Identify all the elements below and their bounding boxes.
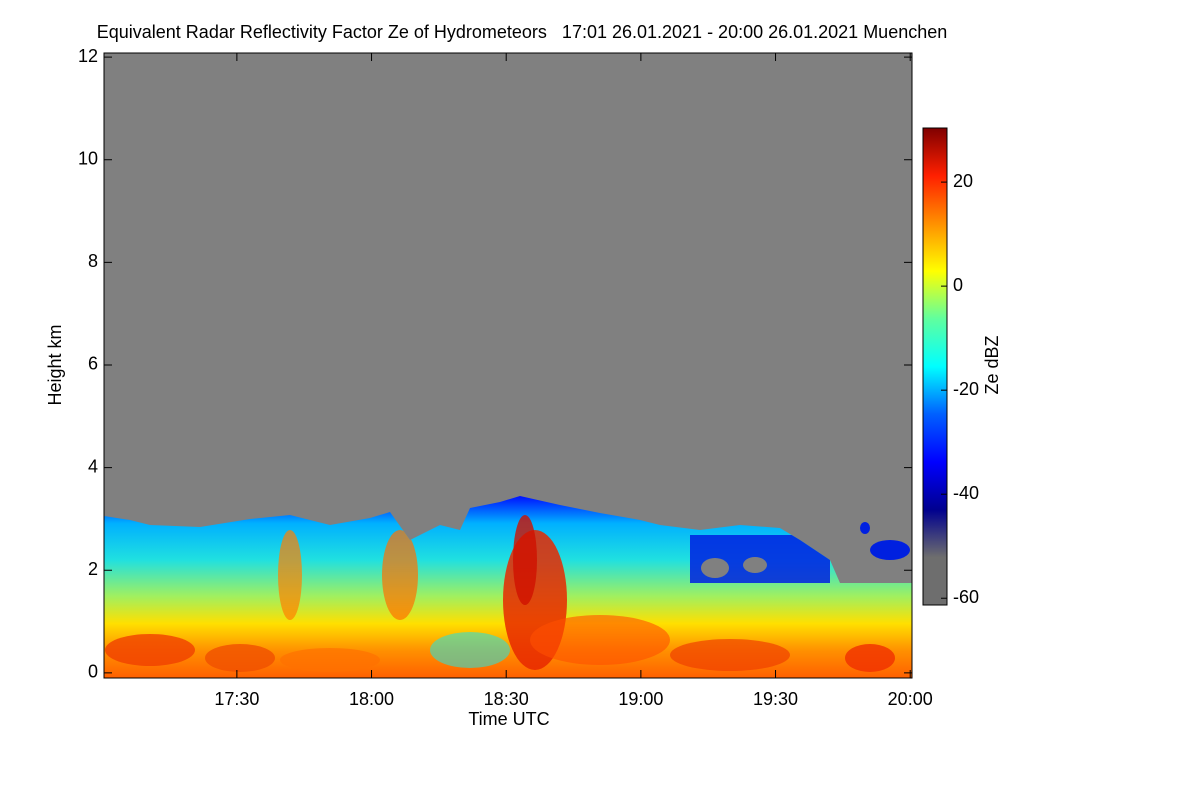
x-tick-label: 18:00 (349, 689, 394, 709)
x-axis-label: Time UTC (468, 709, 549, 729)
y-tick-label: 12 (78, 46, 98, 66)
x-tick-label: 19:30 (753, 689, 798, 709)
y-tick-label: 0 (88, 662, 98, 682)
x-tick-label: 19:00 (618, 689, 663, 709)
chart-title: Equivalent Radar Reflectivity Factor Ze … (97, 22, 948, 42)
x-tick-label: 20:00 (888, 689, 933, 709)
colorbar-tick-label: -40 (953, 483, 979, 503)
y-tick-label: 6 (88, 354, 98, 374)
colorbar-tick-label: -60 (953, 587, 979, 607)
y-tick-label: 2 (88, 559, 98, 579)
colorbar-tick-label: 0 (953, 275, 963, 295)
x-tick-label: 17:30 (214, 689, 259, 709)
y-tick-label: 4 (88, 456, 98, 476)
y-tick-label: 8 (88, 251, 98, 271)
colorbar (922, 127, 948, 606)
plot-frame (103, 52, 913, 679)
x-tick-label: 18:30 (484, 689, 529, 709)
colorbar-label: Ze dBZ (982, 335, 1002, 394)
colorbar-tick-label: -20 (953, 379, 979, 399)
colorbar-tick-label: 20 (953, 171, 973, 191)
y-axis-label: Height km (45, 324, 65, 405)
y-tick-label: 10 (78, 148, 98, 168)
